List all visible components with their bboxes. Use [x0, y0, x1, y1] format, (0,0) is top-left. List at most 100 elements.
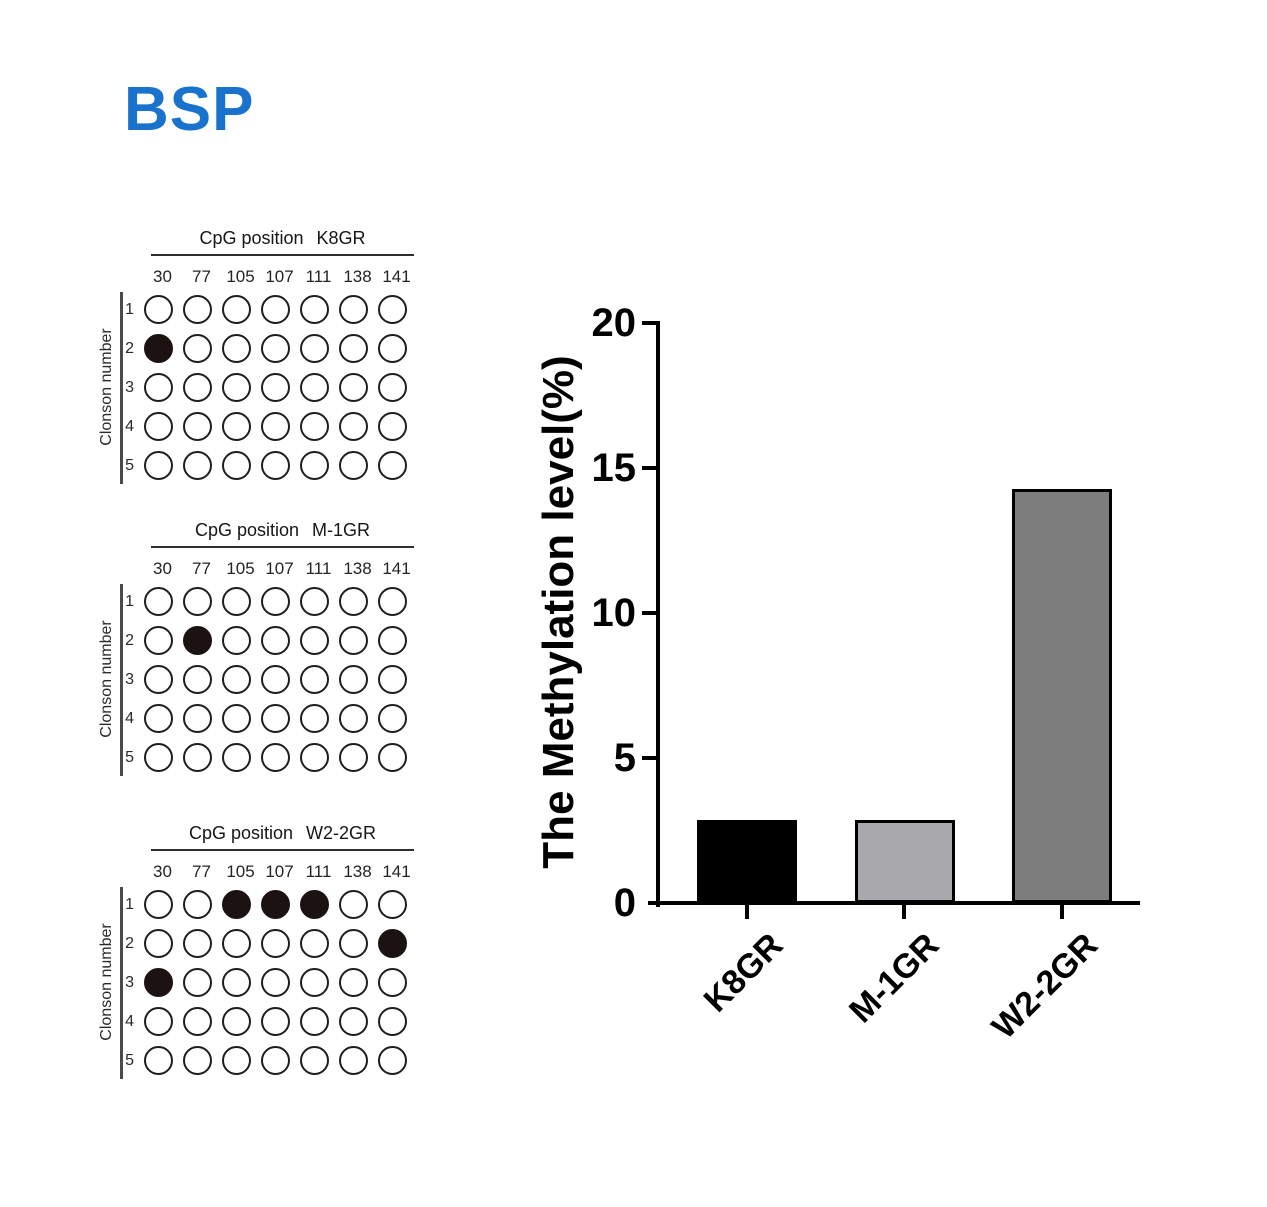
cpg-cell: [256, 1002, 295, 1041]
cpg-cell: [178, 582, 217, 621]
clone-number-label: 3: [125, 973, 134, 991]
cpg-panel: CpG position K8GR 30 77 105 107 111 138 141 1 2 3 4 5…: [95, 227, 435, 499]
sample-name: M-1GR: [312, 520, 371, 540]
clone-grid: 1 2 3 4 5: [95, 885, 412, 1080]
clone-row: 3: [95, 963, 412, 1002]
unmethylated-circle: [144, 295, 173, 324]
cpg-cell: [334, 368, 373, 407]
unmethylated-circle: [222, 1007, 251, 1036]
unmethylated-circle: [339, 704, 368, 733]
cpg-cell: [373, 1041, 412, 1080]
cpg-position-column-label: 138: [343, 559, 372, 578]
cpg-cell: [373, 368, 412, 407]
unmethylated-circle: [378, 412, 407, 441]
clone-number-label: 5: [125, 748, 134, 766]
cpg-cell: [139, 290, 178, 329]
clone-grid: 1 2 3 4 5: [95, 290, 412, 485]
unmethylated-circle: [183, 704, 212, 733]
cpg-position-column-label: 30: [153, 862, 172, 881]
unmethylated-circle: [261, 334, 290, 363]
unmethylated-circle: [222, 334, 251, 363]
unmethylated-circle: [222, 743, 251, 772]
clone-row: 1: [95, 290, 412, 329]
cpg-cell: [217, 368, 256, 407]
cpg-cell: [178, 621, 217, 660]
unmethylated-circle: [261, 929, 290, 958]
unmethylated-circle: [339, 1046, 368, 1075]
unmethylated-circle: [300, 665, 329, 694]
figure-title: BSP: [124, 75, 255, 144]
cpg-cell: [373, 924, 412, 963]
cpg-cell: [334, 621, 373, 660]
unmethylated-circle: [300, 1046, 329, 1075]
circle-row: [139, 885, 412, 924]
clone-number-label: 1: [125, 895, 134, 913]
unmethylated-circle: [183, 412, 212, 441]
clone-number-label: 5: [125, 1051, 134, 1069]
methylated-circle: [378, 929, 407, 958]
clone-axis-label: Clonson number: [98, 923, 115, 1041]
y-tick-label: 5: [613, 736, 636, 780]
unmethylated-circle: [300, 968, 329, 997]
y-axis-line: [656, 321, 660, 907]
cpg-cell: [178, 738, 217, 777]
unmethylated-circle: [378, 665, 407, 694]
cpg-cell: [256, 699, 295, 738]
unmethylated-circle: [300, 929, 329, 958]
unmethylated-circle: [261, 626, 290, 655]
cpg-position-column-label: 138: [343, 862, 372, 881]
unmethylated-circle: [183, 1007, 212, 1036]
unmethylated-circle: [144, 743, 173, 772]
cpg-cell: [178, 924, 217, 963]
cpg-cell: [334, 924, 373, 963]
bar: [855, 820, 955, 903]
unmethylated-circle: [378, 890, 407, 919]
unmethylated-circle: [300, 412, 329, 441]
cpg-cell: [295, 738, 334, 777]
unmethylated-circle: [183, 451, 212, 480]
cpg-cell: [217, 407, 256, 446]
clone-row: 4: [95, 407, 412, 446]
cpg-cell: [256, 446, 295, 485]
cpg-cell: [178, 963, 217, 1002]
cpg-cell: [217, 699, 256, 738]
unmethylated-circle: [261, 1007, 290, 1036]
cpg-cell: [373, 621, 412, 660]
unmethylated-circle: [378, 1046, 407, 1075]
cpg-cell: [217, 885, 256, 924]
unmethylated-circle: [261, 451, 290, 480]
y-tick: [642, 756, 656, 760]
cpg-cell: [334, 660, 373, 699]
unmethylated-circle: [339, 451, 368, 480]
unmethylated-circle: [144, 665, 173, 694]
sample-name: W2-2GR: [306, 823, 377, 843]
clone-number-label: 1: [125, 300, 134, 318]
unmethylated-circle: [183, 929, 212, 958]
cpg-cell: [256, 582, 295, 621]
cpg-cell: [256, 290, 295, 329]
clone-row: 4: [95, 1002, 412, 1041]
bar: [697, 820, 797, 903]
cpg-cell: [178, 290, 217, 329]
unmethylated-circle: [339, 587, 368, 616]
cpg-cell: [139, 699, 178, 738]
x-axis-line: [648, 901, 1140, 905]
cpg-position-column-label: 77: [192, 862, 211, 881]
cpg-cell: [217, 621, 256, 660]
y-tick: [642, 466, 656, 470]
clone-row: 4: [95, 699, 412, 738]
cpg-cell: [295, 924, 334, 963]
cpg-cell: [334, 1002, 373, 1041]
cpg-cell: [139, 1041, 178, 1080]
clone-row: 5: [95, 1041, 412, 1080]
unmethylated-circle: [222, 704, 251, 733]
unmethylated-circle: [222, 412, 251, 441]
unmethylated-circle: [378, 743, 407, 772]
unmethylated-circle: [144, 373, 173, 402]
cpg-cell: [256, 621, 295, 660]
unmethylated-circle: [144, 1007, 173, 1036]
y-tick-label: 15: [591, 446, 637, 490]
panel-title: CpG position M-1GR: [151, 520, 414, 541]
unmethylated-circle: [144, 626, 173, 655]
unmethylated-circle: [300, 704, 329, 733]
